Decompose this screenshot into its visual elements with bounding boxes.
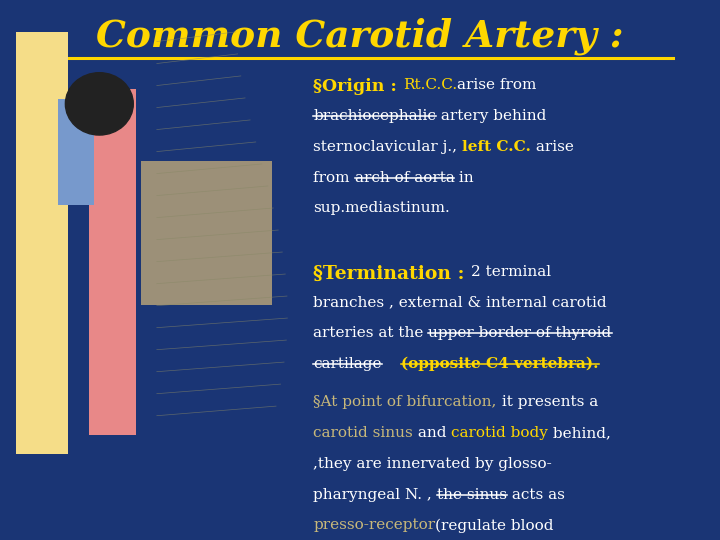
Text: left C.C.: left C.C. — [462, 140, 531, 154]
Text: the sinus: the sinus — [437, 488, 507, 502]
Circle shape — [66, 73, 133, 135]
Text: sup.mediastinum.: sup.mediastinum. — [313, 201, 450, 215]
Text: arch of aorta: arch of aorta — [354, 171, 454, 185]
Text: it presents a: it presents a — [497, 395, 598, 409]
Text: 2 terminal: 2 terminal — [471, 265, 552, 279]
Text: arise from: arise from — [457, 78, 536, 92]
Text: carotid sinus: carotid sinus — [313, 426, 413, 440]
Bar — [89, 90, 136, 435]
Text: Rt.C.C.: Rt.C.C. — [403, 78, 457, 92]
Text: §At point of bifurcation,: §At point of bifurcation, — [313, 395, 497, 409]
Text: from: from — [313, 171, 354, 185]
Text: (regulate blood: (regulate blood — [436, 518, 554, 533]
Text: arise: arise — [531, 140, 574, 154]
Text: branches , external & internal carotid: branches , external & internal carotid — [313, 295, 607, 309]
Text: and: and — [413, 426, 451, 440]
Text: sternoclavicular j.,: sternoclavicular j., — [313, 140, 462, 154]
Text: presso-receptor: presso-receptor — [313, 518, 436, 532]
Text: pharyngeal N. ,: pharyngeal N. , — [313, 488, 437, 502]
Text: §Origin :: §Origin : — [313, 78, 403, 95]
Text: ,they are innervated by glosso-: ,they are innervated by glosso- — [313, 457, 552, 471]
Text: arteries at the: arteries at the — [313, 326, 428, 340]
Text: (opposite C4 vertebra).: (opposite C4 vertebra). — [401, 357, 599, 372]
Bar — [16, 32, 68, 454]
Text: brachiocephalic: brachiocephalic — [313, 109, 436, 123]
Text: §Termination :: §Termination : — [313, 265, 471, 282]
Text: cartilage: cartilage — [313, 357, 382, 371]
Text: upper border of thyroid: upper border of thyroid — [428, 326, 612, 340]
Bar — [141, 161, 271, 305]
Text: behind,: behind, — [548, 426, 611, 440]
Bar — [58, 99, 94, 205]
Text: acts as: acts as — [507, 488, 564, 502]
Text: carotid body: carotid body — [451, 426, 548, 440]
Text: artery behind: artery behind — [436, 109, 546, 123]
Text: Common Carotid Artery :: Common Carotid Artery : — [96, 17, 624, 55]
Text: in: in — [454, 171, 474, 185]
